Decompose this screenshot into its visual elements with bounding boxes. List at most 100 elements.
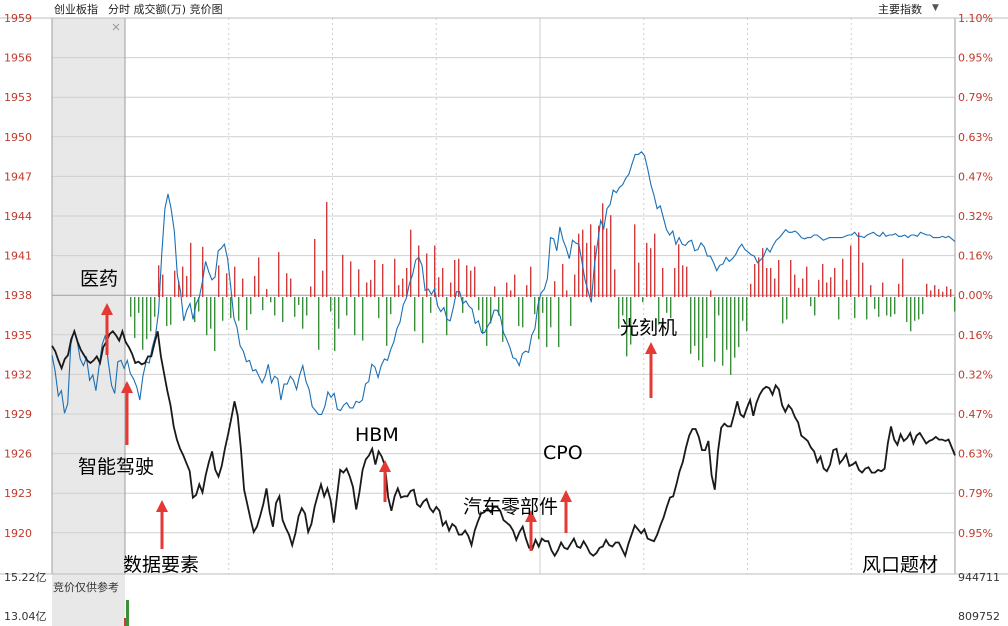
- volume-bar: [638, 262, 640, 297]
- volume-bar: [686, 266, 688, 297]
- volume-bar: [182, 266, 184, 297]
- annotation-zhinengjiashi: 智能驾驶: [78, 456, 155, 478]
- volume-bar: [886, 297, 888, 316]
- volume-bar: [698, 297, 700, 361]
- volume-bar: [542, 297, 544, 313]
- volume-bar: [558, 297, 560, 348]
- left-axis-label: 1938: [4, 289, 32, 302]
- dropdown-arrow-icon[interactable]: ▼: [932, 3, 939, 13]
- right-axis-label: 0.63%: [958, 131, 993, 144]
- volume-bar: [606, 228, 608, 297]
- volume-bar: [318, 297, 320, 350]
- volume-bar: [790, 260, 792, 297]
- right-axis-label: 0.16%: [958, 329, 993, 342]
- volume-bar: [198, 297, 200, 312]
- volume-axis-right-top: 944711: [958, 571, 1000, 584]
- volume-bar: [526, 285, 528, 297]
- volume-bar: [346, 297, 348, 316]
- left-axis-label: 1956: [4, 52, 32, 65]
- volume-bar: [462, 297, 464, 313]
- volume-bar: [434, 245, 436, 297]
- volume-bar: [146, 297, 148, 340]
- left-axis-label: 1920: [4, 527, 32, 540]
- volume-bar: [818, 279, 820, 297]
- volume-bar: [926, 283, 928, 297]
- close-icon: [112, 23, 120, 31]
- volume-bar: [750, 283, 752, 297]
- left-axis-label: 1953: [4, 91, 32, 104]
- volume-bar: [566, 290, 568, 297]
- volume-bar: [422, 297, 424, 344]
- auction-volume-bar: [126, 600, 129, 626]
- volume-bar: [786, 297, 788, 320]
- volume-bar: [438, 277, 440, 297]
- volume-bar: [498, 297, 500, 316]
- volume-bar: [598, 225, 600, 297]
- volume-bar: [798, 287, 800, 297]
- volume-bar: [186, 275, 188, 297]
- volume-bar: [586, 242, 588, 297]
- volume-bar: [478, 297, 480, 311]
- volume-bar: [826, 282, 828, 297]
- arrow-icon: [525, 510, 537, 522]
- volume-bar: [178, 281, 180, 297]
- right-axis-label: 0.32%: [958, 368, 993, 381]
- volume-bar: [842, 258, 844, 297]
- volume-bar: [226, 273, 228, 297]
- volume-bar: [866, 297, 868, 320]
- volume-bar: [882, 282, 884, 297]
- volume-bar: [938, 289, 940, 297]
- volume-bar: [626, 297, 628, 357]
- volume-bar: [662, 267, 664, 297]
- volume-bar: [714, 297, 716, 362]
- volume-bar: [242, 278, 244, 297]
- volume-bar: [538, 297, 540, 340]
- left-axis-label: 1947: [4, 170, 32, 183]
- volume-bar: [906, 297, 908, 323]
- volume-bar: [382, 264, 384, 297]
- volume-bar: [718, 297, 720, 316]
- volume-bar: [762, 248, 764, 297]
- volume-bar: [834, 267, 836, 297]
- arrow-icon: [156, 500, 168, 512]
- volume-bar: [690, 297, 692, 354]
- right-axis-label: 0.16%: [958, 250, 993, 263]
- auction-label: 竞价仅供参考: [53, 580, 119, 594]
- volume-bar: [726, 297, 728, 350]
- volume-bar: [482, 297, 484, 334]
- volume-bar: [486, 297, 488, 346]
- volume-bar: [254, 275, 256, 297]
- volume-bar: [366, 282, 368, 297]
- volume-bar: [282, 297, 284, 323]
- volume-bar: [774, 278, 776, 297]
- volume-axis-right-bottom: 809752: [958, 610, 1000, 623]
- auction-area: [52, 18, 125, 626]
- volume-bar: [810, 297, 812, 307]
- volume-bar: [270, 297, 272, 303]
- main-index-button[interactable]: 主要指数: [878, 3, 922, 16]
- left-axis: 1959 1956 1953 1950 1947 1944 1941 1938 1935 1932…: [4, 12, 32, 540]
- volume-bar: [354, 297, 356, 336]
- volume-bar: [342, 254, 344, 297]
- volume-bar: [602, 203, 604, 297]
- volume-bar: [350, 261, 352, 297]
- volume-bar: [562, 264, 564, 297]
- volume-bar: [138, 297, 140, 313]
- volume-bar: [290, 278, 292, 297]
- volume-bar: [934, 285, 936, 297]
- volume-bar: [314, 238, 316, 297]
- volume-bar: [370, 279, 372, 297]
- volume-bar: [630, 297, 632, 345]
- index-line: [51, 151, 956, 416]
- volume-bar: [878, 297, 880, 317]
- left-axis-label: 1950: [4, 131, 32, 144]
- right-axis-label: 0.00%: [958, 289, 993, 302]
- volume-bar: [646, 242, 648, 297]
- volume-bar: [862, 262, 864, 297]
- volume-axis-left-top: 15.22亿: [4, 571, 47, 584]
- volume-bar: [234, 266, 236, 297]
- volume-bar: [302, 297, 304, 329]
- volume-bar: [510, 290, 512, 297]
- arrow-icon: [101, 303, 113, 315]
